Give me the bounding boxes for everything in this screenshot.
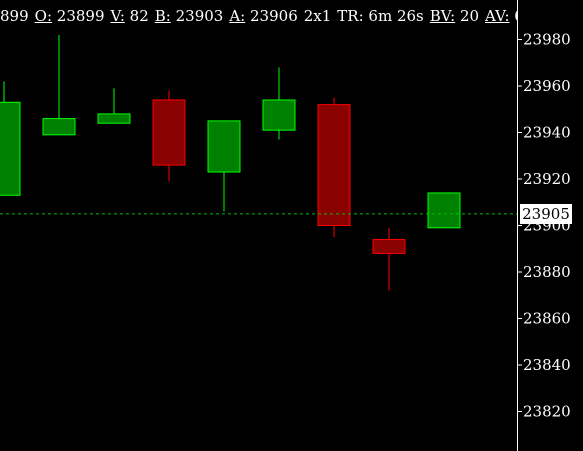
- time-remaining-label: TR:: [337, 7, 364, 25]
- candle: [152, 90, 186, 182]
- bid-volume-value: 20: [459, 7, 480, 25]
- price-tick-label: 23980: [523, 31, 571, 49]
- ask-volume-label: AV:: [485, 7, 510, 25]
- ask-volume-fragment: 6: [514, 7, 517, 25]
- candle-body: [262, 99, 296, 131]
- price-tick-label: 23860: [523, 309, 571, 327]
- volume-value: 82: [129, 7, 149, 25]
- bid-label: B:: [154, 7, 171, 25]
- candle: [97, 88, 131, 124]
- candle: [317, 97, 351, 238]
- volume-label: V:: [110, 7, 125, 25]
- last-price-fragment: 899: [0, 7, 29, 25]
- candles-layer: [0, 34, 461, 291]
- bid-volume-label: BV:: [429, 7, 456, 25]
- price-tick-label: 23920: [523, 170, 571, 188]
- candle-body: [372, 238, 406, 254]
- candle-body: [207, 120, 241, 173]
- candle: [207, 120, 241, 212]
- price-info-bar: 899 O: 23899 V: 82 B: 23903 A: 23906 2x1 TR: 6…: [0, 0, 517, 32]
- candle-body: [317, 104, 351, 226]
- candle: [427, 192, 461, 229]
- bid-value: 23903: [175, 7, 224, 25]
- candle-body: [0, 101, 21, 196]
- candle: [372, 227, 406, 291]
- candle: [0, 81, 21, 196]
- open-value: 23899: [56, 7, 105, 25]
- price-tick-label: 23880: [523, 263, 571, 281]
- candle-body: [42, 118, 76, 136]
- ask-value: 23906: [250, 7, 298, 25]
- price-tick-label: 23820: [523, 402, 571, 420]
- candle-body: [97, 113, 131, 124]
- price-tick-label: 23840: [523, 356, 571, 374]
- candle-body: [152, 99, 186, 166]
- candle: [42, 34, 76, 136]
- price-axis[interactable]: 2382023840238602388023900239202394023960…: [517, 31, 571, 421]
- open-label: O:: [34, 7, 52, 25]
- ask-label: A:: [229, 7, 246, 25]
- price-tick-label: 23940: [523, 124, 571, 142]
- candle: [262, 67, 296, 140]
- time-remaining-value: 6m 26s: [368, 7, 424, 25]
- last-price-label: 23905: [520, 203, 572, 224]
- price-tick-label: 23960: [523, 77, 571, 95]
- candle-body: [427, 192, 461, 229]
- size-value: 2x1: [303, 7, 332, 25]
